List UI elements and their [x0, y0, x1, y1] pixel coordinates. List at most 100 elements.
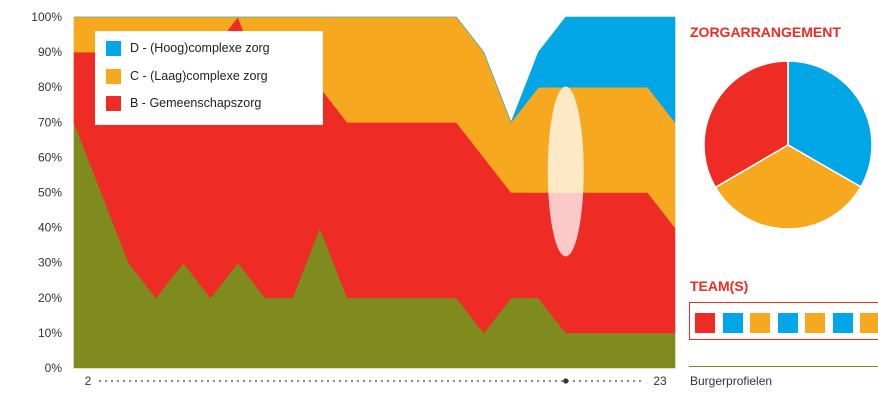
timeline-dot — [573, 380, 575, 382]
timeline-dot — [369, 380, 371, 382]
timeline-dot — [219, 380, 221, 382]
timeline-dot — [123, 380, 125, 382]
chart-legend: D - (Hoog)complexe zorg C - (Laag)comple… — [96, 32, 322, 124]
timeline-start-label: 2 — [85, 374, 92, 388]
team-square[interactable] — [695, 313, 715, 333]
legend-label-b: B - Gemeenschapszorg — [130, 96, 262, 110]
timeline-dot — [141, 380, 143, 382]
timeline-dot — [333, 380, 335, 382]
profiles-divider — [689, 366, 878, 367]
area-series-3 — [74, 16, 676, 124]
team-square[interactable] — [860, 313, 878, 333]
timeline-dot — [243, 380, 245, 382]
team-square[interactable] — [832, 313, 853, 333]
timeline-dot — [417, 380, 419, 382]
timeline-dot — [627, 380, 629, 382]
timeline-dot — [585, 380, 587, 382]
timeline-dot — [249, 380, 251, 382]
timeline-dot — [213, 380, 215, 382]
timeline-dot — [579, 380, 581, 382]
y-tick-label: 50% — [38, 186, 62, 200]
timeline-dot — [609, 380, 611, 382]
team-square[interactable] — [777, 313, 798, 333]
pie-slice-2 — [703, 60, 789, 189]
y-tick-label: 80% — [38, 80, 62, 94]
timeline-dot — [321, 380, 323, 382]
timeline-dot — [159, 380, 161, 382]
legend-item-b: B - Gemeenschapszorg — [106, 93, 261, 113]
teams-panel — [689, 302, 878, 340]
timeline-dot — [537, 380, 539, 382]
legend-label-d: D - (Hoog)complexe zorg — [130, 41, 270, 55]
timeline-dot — [177, 380, 179, 382]
timeline-dot — [171, 380, 173, 382]
teams-title: TEAM(S) — [690, 278, 749, 294]
timeline-dot — [189, 380, 191, 382]
timeline-dot — [303, 380, 305, 382]
timeline-dot — [225, 380, 227, 382]
y-tick-label: 60% — [38, 150, 62, 164]
timeline-dot — [339, 380, 341, 382]
timeline-dot — [315, 380, 317, 382]
timeline-dot — [351, 380, 353, 382]
timeline-dot — [135, 380, 137, 382]
timeline-dot — [207, 380, 209, 382]
timeline-dot — [525, 380, 527, 382]
timeline-dot — [423, 380, 425, 382]
y-tick-label: 20% — [38, 291, 62, 305]
timeline-dot — [471, 380, 473, 382]
timeline-dot — [363, 380, 365, 382]
timeline-dot — [279, 380, 281, 382]
legend-swatch-b — [106, 95, 121, 111]
timeline-dot — [603, 380, 605, 382]
timeline-dot — [495, 380, 497, 382]
timeline-dot — [513, 380, 515, 382]
timeline-dot — [531, 380, 533, 382]
timeline-dot — [399, 380, 401, 382]
timeline-dot — [555, 380, 557, 382]
burgerprofielen-label[interactable]: Burgerprofielen — [690, 374, 773, 388]
timeline-dot — [435, 380, 437, 382]
zorgarrangement-title: ZORGARRANGEMENT — [690, 24, 841, 40]
timeline-dot — [621, 380, 623, 382]
y-tick-label: 30% — [38, 256, 62, 270]
timeline-dot — [357, 380, 359, 382]
timeline-dot — [459, 380, 461, 382]
timeline-dot — [429, 380, 431, 382]
timeline-dot — [489, 380, 491, 382]
timeline-dot — [291, 380, 293, 382]
timeline-marker[interactable] — [563, 378, 569, 384]
y-tick-label: 40% — [38, 221, 62, 235]
team-square[interactable] — [805, 313, 825, 333]
legend-item-d: D - (Hoog)complexe zorg — [106, 38, 270, 58]
timeline-dot — [375, 380, 377, 382]
timeline-dot — [405, 380, 407, 382]
timeline-dot — [147, 380, 149, 382]
legend-item-c: C - (Laag)complexe zorg — [106, 66, 268, 86]
timeline-dot — [195, 380, 197, 382]
y-tick-label: 100% — [31, 10, 62, 24]
timeline-dot — [447, 380, 449, 382]
timeline-dot — [507, 380, 509, 382]
timeline-dot — [267, 380, 269, 382]
timeline-dot — [591, 380, 593, 382]
timeline-dot — [483, 380, 485, 382]
team-square[interactable] — [722, 313, 743, 333]
y-tick-label: 0% — [45, 361, 63, 375]
timeline-dot — [519, 380, 521, 382]
timeline-dot — [231, 380, 233, 382]
timeline-dot — [237, 380, 239, 382]
pie-slice-0 — [787, 60, 873, 188]
timeline-dot — [99, 380, 101, 382]
team-square[interactable] — [750, 313, 770, 333]
timeline-end-label: 23 — [653, 374, 667, 388]
selection-highlight[interactable] — [547, 86, 584, 257]
timeline-dot — [639, 380, 641, 382]
timeline-dot — [105, 380, 107, 382]
timeline-dot — [381, 380, 383, 382]
timeline-dot — [309, 380, 311, 382]
legend-label-c: C - (Laag)complexe zorg — [130, 69, 268, 83]
timeline-dot — [261, 380, 263, 382]
timeline-dot — [477, 380, 479, 382]
timeline-dot — [561, 380, 563, 382]
